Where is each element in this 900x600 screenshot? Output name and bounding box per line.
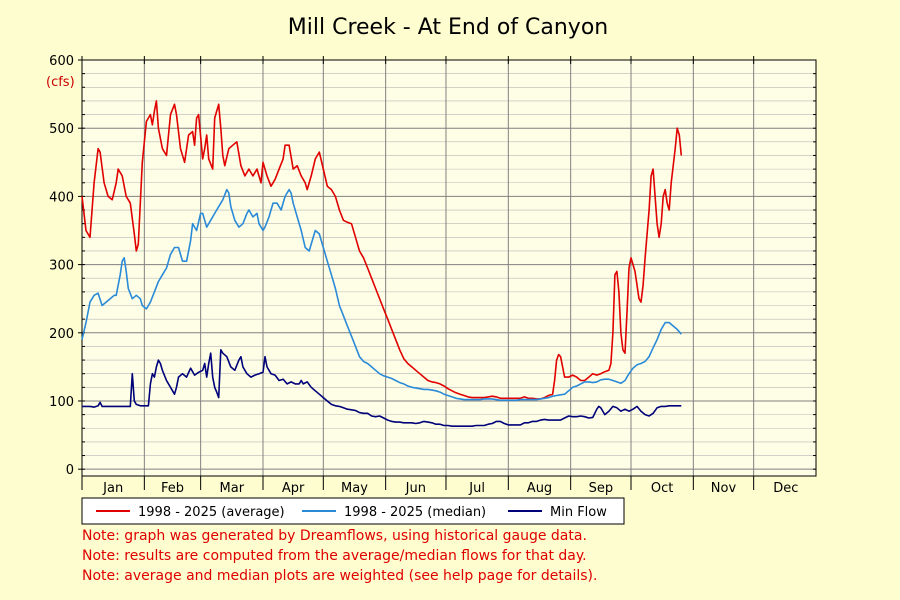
plot-frame [81,59,817,477]
x-tick-label: Aug [527,481,552,496]
y-tick-label: 100 [49,395,74,410]
x-tick-label: Mar [220,481,245,496]
x-tick-label: Jan [102,481,123,496]
x-tick-label: Sep [589,481,614,496]
y-tick-label: 400 [49,190,74,205]
x-tick-label: Feb [161,481,184,496]
chart-title: Mill Creek - At End of Canyon [288,15,608,40]
y-tick-label: 200 [49,327,74,342]
note-weighting: Note: average and median plots are weigh… [82,568,598,584]
series-lines [81,100,683,428]
note-computation: Note: results are computed from the aver… [82,548,587,564]
x-tick-label: Jun [405,481,426,496]
y-unit-label: (cfs) [46,75,75,90]
notes: Note: graph was generated by Dreamflows,… [82,526,597,586]
legend-label: 1998 - 2025 (median) [344,505,486,520]
series-line-0 [81,100,683,400]
x-tick-label: Nov [711,481,737,496]
y-tick-label: 0 [66,463,74,478]
series-line-2 [82,348,682,428]
x-tick-label: Jul [468,481,485,496]
y-tick-label: 500 [49,122,74,137]
y-tick-label: 600 [49,54,74,69]
x-tick-label: Apr [282,481,305,496]
x-tick-label: May [341,481,368,496]
series-line-1 [81,188,682,402]
plot-area [82,60,816,476]
legend-items: 1998 - 2025 (average) 1998 - 2025 (median… [96,505,607,520]
legend-label: Min Flow [550,505,607,520]
grid [82,59,816,476]
x-tick-label: Oct [651,481,673,496]
x-tick-label: Dec [773,481,798,496]
y-tick-label: 300 [49,259,74,274]
axes: 0 100 200 300 400 500 600 Jan Feb Mar Apr May Jun Jul… [49,54,817,496]
legend-label: 1998 - 2025 (average) [138,505,285,520]
note-source: Note: graph was generated by Dreamflows,… [82,528,587,544]
